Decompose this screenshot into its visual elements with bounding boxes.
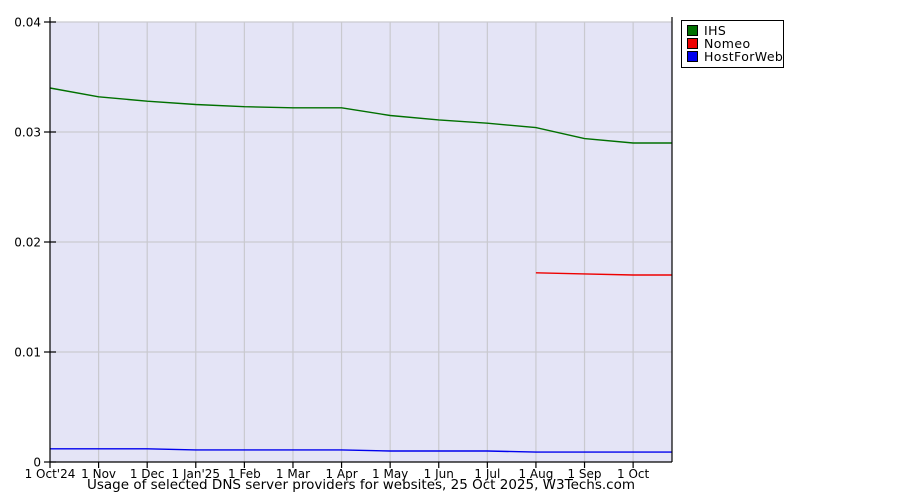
x-tick-label: 1 Jun <box>424 467 454 481</box>
x-tick-label: 1 Feb <box>228 467 261 481</box>
x-tick-label: 1 Mar <box>276 467 310 481</box>
x-tick-label: 1 Nov <box>81 467 116 481</box>
y-tick-label: 0.03 <box>14 126 41 140</box>
legend-item-ihs: IHS <box>687 24 777 37</box>
legend-swatch-ihs <box>687 25 698 36</box>
series-line-nomeo <box>535 272 672 276</box>
x-tick-label: 1 Apr <box>325 467 357 481</box>
y-tick-label: 0 <box>33 456 41 470</box>
x-tick-label: 1 Dec <box>130 467 165 481</box>
legend-label-ihs: IHS <box>704 23 727 38</box>
legend-label-nomeo: Nomeo <box>704 36 751 51</box>
y-tick-label: 0.04 <box>14 16 41 30</box>
y-tick-label: 0.02 <box>14 236 41 250</box>
x-tick-label: 1 Jul <box>474 467 500 481</box>
x-tick-label: 1 Aug <box>518 467 553 481</box>
series-line-hostforweb <box>50 448 672 453</box>
legend-label-hostforweb: HostForWeb <box>704 49 784 64</box>
legend-item-nomeo: Nomeo <box>687 37 777 50</box>
x-tick-label: 1 May <box>372 467 408 481</box>
chart-legend: IHS Nomeo HostForWeb <box>681 20 784 68</box>
chart-title: Usage of selected DNS server providers f… <box>86 477 636 493</box>
legend-item-hostforweb: HostForWeb <box>687 50 783 63</box>
y-tick-label: 0.01 <box>14 346 41 360</box>
legend-swatch-nomeo <box>687 38 698 49</box>
x-tick-label: 1 Oct'24 <box>25 467 76 481</box>
x-tick-label: 1 Sep <box>567 467 601 481</box>
x-tick-label: 1 Jan'25 <box>172 467 221 481</box>
legend-swatch-hostforweb <box>687 51 698 62</box>
series-line-ihs <box>49 87 672 144</box>
x-tick-label: 1 Oct <box>617 467 649 481</box>
